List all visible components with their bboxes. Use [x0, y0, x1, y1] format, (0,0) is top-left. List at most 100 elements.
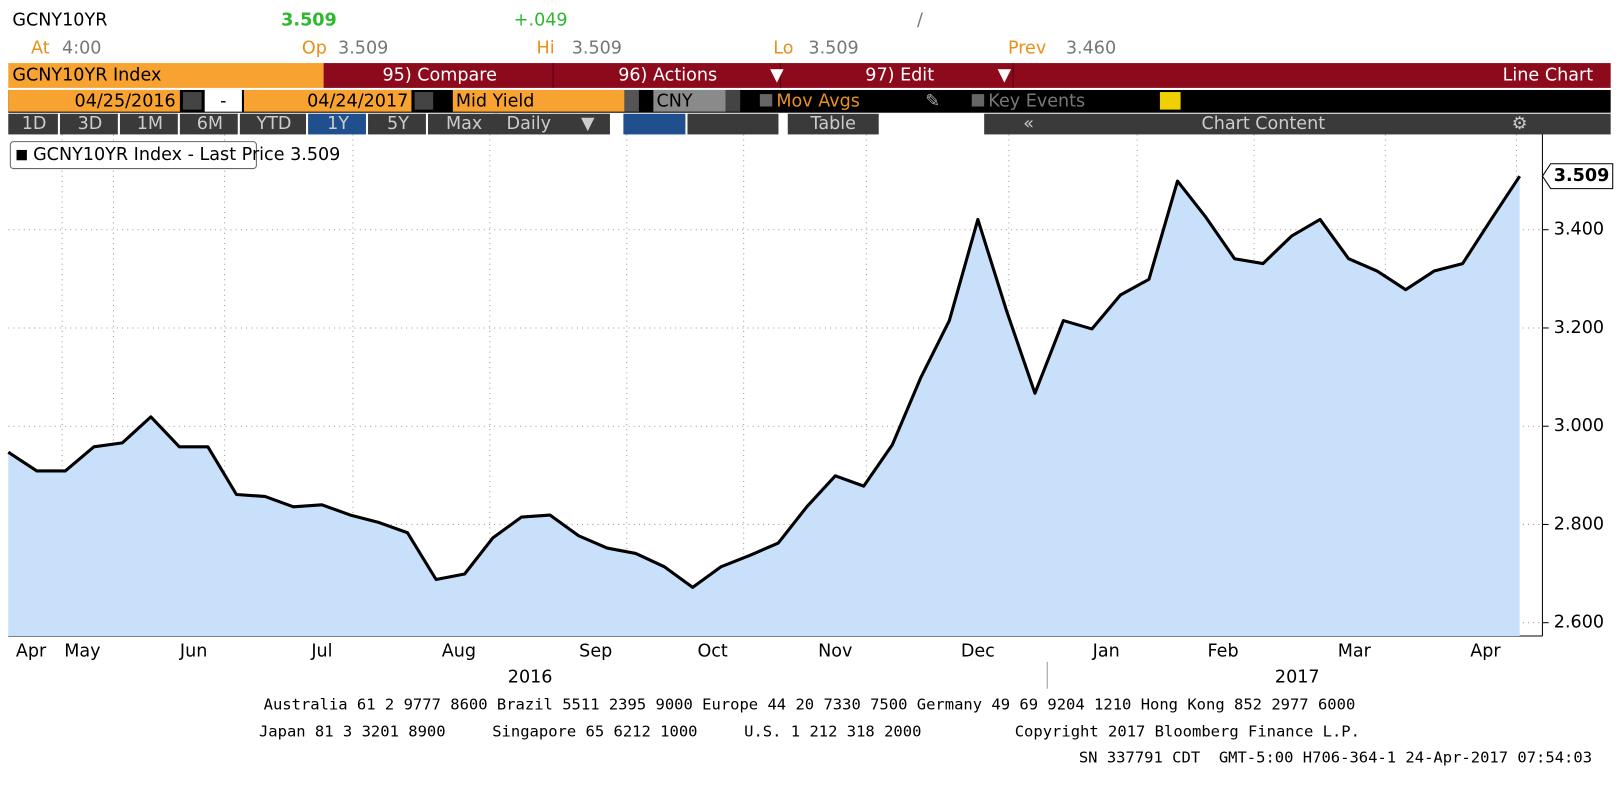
- key-events[interactable]: Key Events: [988, 91, 1085, 111]
- x-tick-label: Oct: [697, 641, 727, 661]
- view-label[interactable]: Line Chart: [1503, 65, 1594, 85]
- frequency-box[interactable]: [494, 113, 610, 135]
- hi-label: Hi: [537, 39, 555, 59]
- x-tick-label: Aug: [442, 641, 476, 661]
- period-label[interactable]: Max: [446, 114, 482, 134]
- footer-line: SN 337791 CDT GMT-5:00 H706-364-1 24-Apr…: [1079, 748, 1592, 766]
- period-label[interactable]: YTD: [255, 114, 291, 134]
- x-tick-label: Feb: [1208, 641, 1239, 661]
- currency-box[interactable]: [653, 89, 726, 112]
- currency[interactable]: CNY: [656, 91, 692, 111]
- actions-button[interactable]: 96) Actions: [618, 65, 717, 85]
- x-tick-label: Jul: [310, 641, 332, 661]
- start-box[interactable]: [8, 89, 180, 112]
- bar-chart-button[interactable]: [687, 113, 779, 135]
- ticker: GCNY10YR: [12, 11, 107, 31]
- frequency[interactable]: Daily: [507, 114, 551, 134]
- y-tick-label: 2.800: [1554, 514, 1604, 534]
- currency-dropdown[interactable]: [725, 89, 741, 112]
- line: [7, 175, 1521, 589]
- table-box[interactable]: [787, 113, 879, 135]
- y-tick-label: 3.000: [1554, 416, 1604, 436]
- y-tick-label: 3.400: [1554, 220, 1604, 240]
- footer-line: Japan 81 3 3201 8900 Singapore 65 6212 1…: [259, 723, 1360, 741]
- date-dash: -: [220, 91, 226, 111]
- legend-box: [9, 141, 257, 170]
- mov-avgs[interactable]: Mov Avgs: [776, 91, 860, 111]
- period-label[interactable]: 1D: [22, 114, 47, 134]
- security[interactable]: GCNY10YR Index: [12, 65, 161, 85]
- last-value-label: 3.509: [1554, 166, 1610, 186]
- area: [8, 176, 1520, 636]
- legend-label: GCNY10YR Index - Last Price 3.509: [33, 145, 340, 165]
- at-label: At: [31, 39, 50, 59]
- period-button[interactable]: [239, 113, 307, 135]
- content-bar: [984, 113, 1611, 135]
- lo-label: Lo: [773, 39, 793, 59]
- period-label[interactable]: 1M: [137, 114, 163, 134]
- period-button[interactable]: [59, 113, 118, 135]
- op-label: Op: [302, 39, 327, 59]
- line-chart-button[interactable]: [623, 113, 686, 135]
- dropdown-arrow: ▼: [581, 114, 595, 134]
- checkbox[interactable]: [759, 94, 773, 107]
- pencil-icon[interactable]: ✎: [925, 91, 940, 111]
- compare-button[interactable]: 95) Compare: [383, 65, 497, 85]
- field-box[interactable]: [452, 89, 625, 112]
- period-label[interactable]: 6M: [197, 114, 223, 134]
- checkbox[interactable]: [971, 94, 985, 107]
- y-tick-label: 3.200: [1554, 318, 1604, 338]
- period-button[interactable]: [368, 113, 426, 135]
- x-tick-label: Jun: [179, 641, 207, 661]
- calendar-icon[interactable]: [414, 92, 434, 110]
- x-tick-label: Mar: [1338, 641, 1372, 661]
- last-price: 3.509: [281, 11, 337, 31]
- year-label: 2016: [508, 667, 553, 687]
- footer-line: Australia 61 2 9777 8600 Brazil 5511 239…: [264, 696, 1356, 714]
- period-label[interactable]: 1Y: [327, 114, 349, 134]
- table-button[interactable]: Table: [810, 114, 856, 134]
- period-button[interactable]: [119, 113, 178, 135]
- period-buttons: 1D 3D 1M 6M YTD 1Y 5Y Max: [8, 113, 499, 135]
- period-label[interactable]: 5Y: [387, 114, 409, 134]
- settings-icon[interactable]: ⚙: [1512, 114, 1528, 134]
- lo-value: 3.509: [808, 39, 858, 59]
- x-tick-label: Jan: [1092, 641, 1120, 661]
- menu-bar: [323, 63, 1611, 88]
- change: +.049: [514, 11, 568, 31]
- x-tick-label: May: [64, 641, 100, 661]
- period-button[interactable]: [308, 113, 366, 135]
- field[interactable]: Mid Yield: [456, 91, 535, 111]
- info-icon[interactable]: [1159, 92, 1181, 110]
- x-tick-label: Nov: [818, 641, 852, 661]
- field-dropdown[interactable]: [624, 89, 639, 112]
- legend-swatch: [16, 149, 27, 161]
- end-date[interactable]: 04/24/2017: [307, 91, 408, 111]
- period-button[interactable]: [179, 113, 238, 135]
- plot: 2.600 2.800 3.000 3.200 3.400 Apr May Jun Jul Aug…: [7, 134, 1614, 689]
- collapse-icon[interactable]: «: [1023, 114, 1034, 134]
- chart-content[interactable]: Chart Content: [1201, 114, 1325, 134]
- x-tick-label: Apr: [1470, 641, 1501, 661]
- dropdown-arrow: ▼: [998, 65, 1012, 85]
- start-date[interactable]: 04/25/2016: [75, 91, 176, 111]
- end-box[interactable]: [243, 89, 412, 112]
- edit-button[interactable]: 97) Edit: [865, 65, 934, 85]
- prev-label: Prev: [1008, 39, 1046, 59]
- slash: /: [917, 11, 923, 31]
- dash-box: [204, 89, 242, 112]
- period-button[interactable]: [427, 113, 499, 135]
- period-button[interactable]: [8, 113, 58, 135]
- x-tick-label: Sep: [579, 641, 612, 661]
- x-tick-label: Apr: [16, 641, 47, 661]
- calendar-icon[interactable]: [182, 92, 202, 110]
- prev-value: 3.460: [1066, 39, 1116, 59]
- dropdown-arrow: ▼: [770, 65, 784, 85]
- year-label: 2017: [1275, 667, 1320, 687]
- footer: Australia 61 2 9777 8600 Brazil 5511 239…: [259, 696, 1592, 767]
- period-label[interactable]: 3D: [78, 114, 103, 134]
- x-tick-label: Dec: [961, 641, 995, 661]
- security-box[interactable]: [8, 63, 324, 88]
